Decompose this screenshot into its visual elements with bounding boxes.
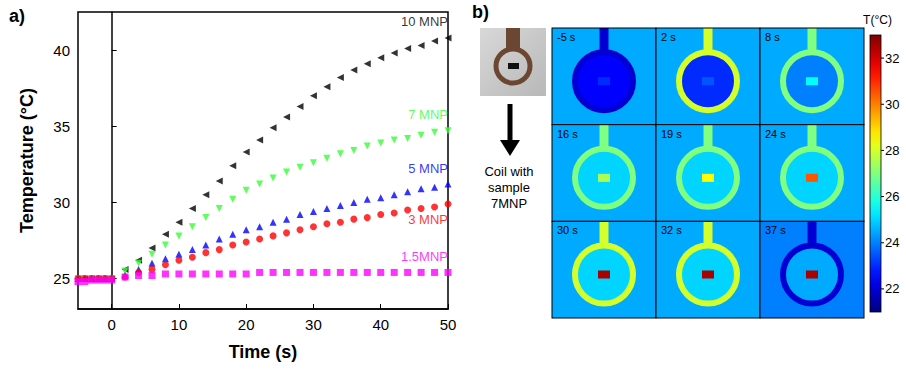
svg-text:10 MNP: 10 MNP — [401, 14, 448, 29]
svg-text:28: 28 — [885, 143, 899, 158]
svg-text:b): b) — [472, 2, 489, 22]
svg-text:40: 40 — [53, 42, 70, 59]
svg-text:24 s: 24 s — [765, 128, 786, 140]
svg-text:5 MNP: 5 MNP — [408, 161, 448, 176]
svg-text:a): a) — [9, 6, 25, 26]
svg-text:30 s: 30 s — [557, 224, 578, 236]
svg-text:7 MNP: 7 MNP — [408, 107, 448, 122]
svg-text:T(°C): T(°C) — [863, 13, 892, 27]
svg-text:24: 24 — [885, 235, 899, 250]
svg-text:30: 30 — [885, 97, 899, 112]
svg-text:19 s: 19 s — [661, 128, 682, 140]
svg-text:Coil withsample7MNP: Coil withsample7MNP — [484, 164, 533, 211]
svg-text:22: 22 — [885, 281, 899, 296]
svg-text:37 s: 37 s — [765, 224, 786, 236]
svg-text:50: 50 — [440, 316, 457, 333]
svg-text:Time (s): Time (s) — [229, 342, 298, 362]
svg-text:30: 30 — [53, 194, 70, 211]
svg-text:35: 35 — [53, 118, 70, 135]
svg-text:3 MNP: 3 MNP — [408, 212, 448, 227]
svg-text:25: 25 — [53, 270, 70, 287]
svg-text:-5 s: -5 s — [557, 31, 576, 43]
svg-text:0: 0 — [107, 316, 115, 333]
svg-text:30: 30 — [305, 316, 322, 333]
svg-text:26: 26 — [885, 189, 899, 204]
svg-text:10: 10 — [171, 316, 188, 333]
svg-text:1.5MNP: 1.5MNP — [401, 249, 448, 264]
svg-text:32: 32 — [885, 51, 899, 66]
svg-text:20: 20 — [238, 316, 255, 333]
svg-text:40: 40 — [372, 316, 389, 333]
svg-text:Temperature (°C): Temperature (°C) — [17, 88, 37, 233]
svg-text:32 s: 32 s — [661, 224, 682, 236]
svg-text:16 s: 16 s — [557, 128, 578, 140]
svg-text:2 s: 2 s — [661, 31, 676, 43]
svg-text:8 s: 8 s — [765, 31, 780, 43]
